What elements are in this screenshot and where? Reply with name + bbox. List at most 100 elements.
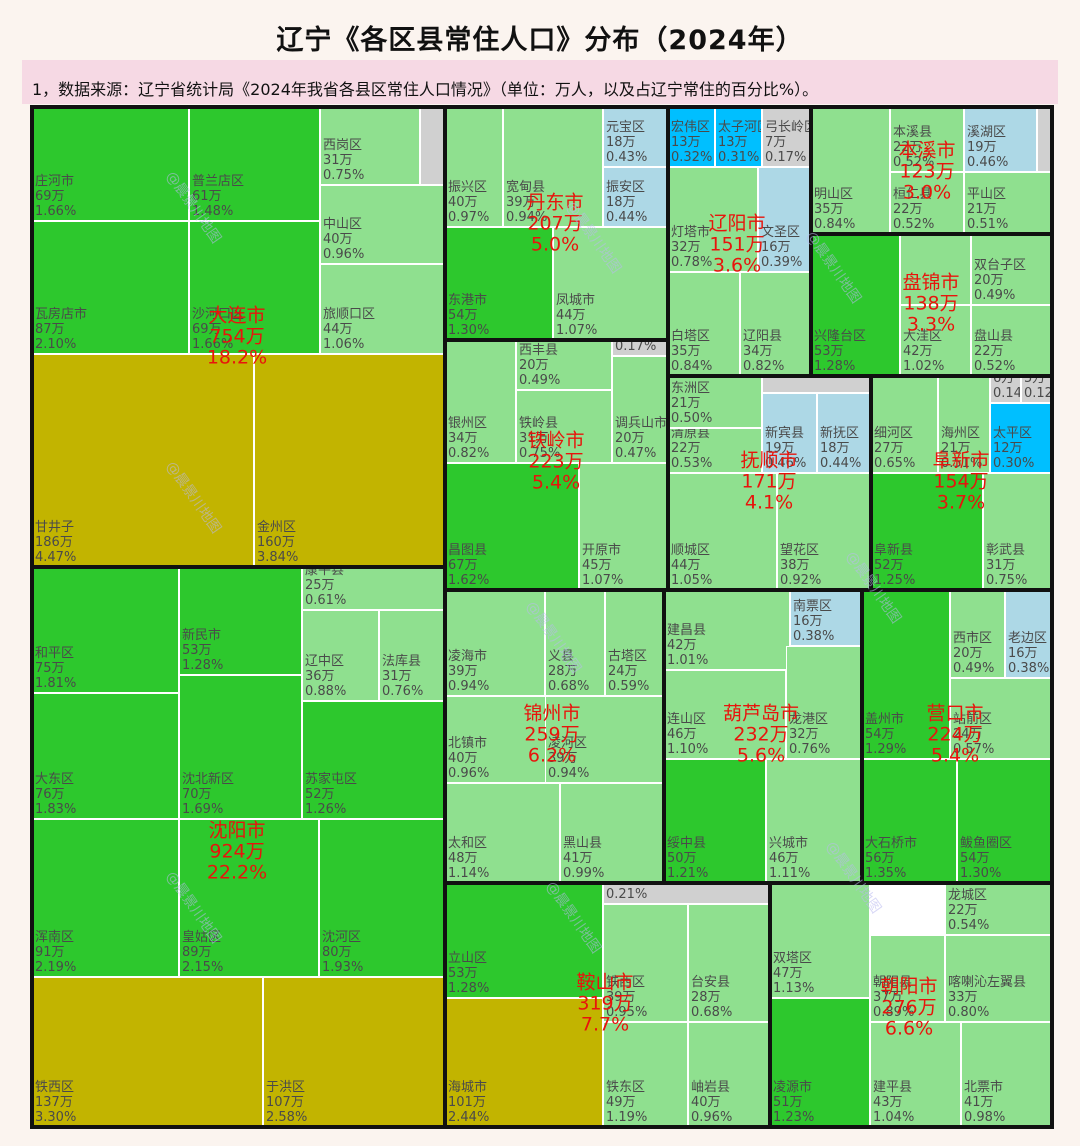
district-label: 苏家屯区 52万 1.26%: [305, 772, 358, 817]
district-label: 龙城区 22万 0.54%: [948, 888, 990, 933]
district-label: 铁西区 39万 0.95%: [606, 975, 648, 1020]
district-label: 清河门区 5万 0.12%: [1024, 376, 1051, 401]
district-label: 站前区 24万 0.57%: [953, 712, 995, 757]
district-cell: 太子河区 13万 0.31%: [715, 107, 762, 167]
district-label: 太平区 12万 0.30%: [993, 426, 1035, 471]
district-label: 细河区 27万 0.65%: [874, 426, 916, 471]
district-label: 文圣区 16万 0.39%: [761, 225, 803, 270]
district-cell: 调兵山市 20万 0.47%: [612, 356, 668, 463]
district-label: 双塔区 47万 1.13%: [773, 951, 815, 996]
district-label: 千山区 9万 0.21%: [606, 884, 648, 902]
district-label: 西岗区 31万 0.75%: [323, 138, 365, 183]
district-label: 西丰县 20万 0.49%: [519, 343, 561, 388]
district-cell: 铁东区 49万 1.19%: [603, 1022, 688, 1127]
district-cell: 绥中县 50万 1.21%: [664, 759, 766, 883]
district-label: 大东区 76万 1.83%: [35, 772, 77, 817]
district-label: 大洼区 42万 1.02%: [903, 329, 945, 374]
district-cell: 古塔区 24万 0.59%: [605, 590, 664, 696]
district-label: 白塔区 35万 0.84%: [671, 329, 713, 374]
district-cell: 新宾县 19万 0.46%: [762, 393, 817, 473]
treemap-chart: 铁西区 137万 3.30% 于洪区 107万 2.58% 浑南区 91万 2.19…: [30, 105, 1054, 1129]
district-cell: 台安县 28万 0.68%: [688, 904, 770, 1022]
district-label: 凌海市 39万 0.94%: [448, 649, 490, 694]
district-label: 凤城市 44万 1.07%: [556, 293, 598, 338]
district-cell: 铁西区 137万 3.30%: [32, 977, 263, 1127]
district-cell: 中山区 40万 0.96%: [320, 185, 445, 264]
district-cell: 本溪县 22万 0.52%: [890, 107, 964, 172]
district-label: 浑南区 91万 2.19%: [35, 930, 77, 975]
district-label: 溪湖区 19万 0.46%: [967, 125, 1009, 170]
district-label: 鲅鱼圈区 54万 1.30%: [960, 836, 1013, 881]
district-cell: 太平区 12万 0.30%: [990, 403, 1052, 473]
district-label: 龙港区 32万 0.76%: [789, 712, 831, 757]
district-label: 平山区 21万 0.51%: [967, 187, 1009, 232]
district-cell: 兴隆台区 53万 1.28%: [811, 234, 900, 376]
district-label: 铁岭县 31万 0.75%: [519, 416, 561, 461]
district-cell: 文圣区 16万 0.39%: [758, 167, 811, 272]
source-note: 1，数据来源：辽宁省统计局《2024年我省各县区常住人口情况》（单位：万人，以及…: [32, 80, 819, 99]
district-cell: 振兴区 40万 0.97%: [445, 107, 503, 227]
district-cell: 新抚区 18万 0.44%: [817, 393, 871, 473]
district-label: 新邱区 6万 0.14%: [993, 376, 1020, 401]
district-cell: 辽阳县 34万 0.82%: [740, 272, 811, 376]
district-label: 东港市 54万 1.30%: [448, 293, 490, 338]
district-label: 银州区 34万 0.82%: [448, 416, 490, 461]
district-label: 海州区 21万 0.51%: [941, 426, 983, 471]
district-cell: 龙港区 32万 0.76%: [786, 646, 862, 759]
district-label: 连山区 46万 1.10%: [667, 712, 709, 757]
district-label: 振安区 18万 0.44%: [606, 180, 648, 225]
district-label: 调兵山市 20万 0.47%: [615, 416, 668, 461]
district-cell: 细河区 27万 0.65%: [871, 376, 938, 473]
district-label: 旅顺口区 44万 1.06%: [323, 307, 376, 352]
district-cell: 铁西区 39万 0.95%: [603, 904, 688, 1022]
district-cell: 辽中区 36万 0.88%: [302, 610, 379, 701]
district-label: 元宝区 18万 0.43%: [606, 120, 648, 165]
district-label: 立山区 53万 1.28%: [448, 951, 490, 996]
district-cell: 大洼区 42万 1.02%: [900, 305, 971, 376]
district-label: 宏伟区 13万 0.32%: [671, 120, 713, 165]
district-cell: 盖州市 54万 1.29%: [862, 590, 950, 759]
district-cell: 元宝区 18万 0.43%: [603, 107, 668, 167]
district-cell: 庄河市 69万 1.66%: [32, 107, 189, 221]
district-cell: 海城市 101万 2.44%: [445, 998, 603, 1127]
district-cell: 皇姑区 89万 2.15%: [179, 819, 319, 977]
district-label: 朝阳县 37万 0.89%: [873, 975, 915, 1020]
district-label: 北镇市 40万 0.96%: [448, 736, 490, 781]
district-label: 铁东区 49万 1.19%: [606, 1080, 648, 1125]
district-cell: 宽甸县 39万 0.94%: [503, 107, 603, 227]
district-cell: 西丰县 20万 0.49%: [516, 340, 612, 390]
district-cell: 朝阳县 37万 0.89%: [870, 935, 945, 1022]
district-cell: 立山区 53万 1.28%: [445, 883, 603, 998]
district-label: 清原县 22万 0.53%: [671, 428, 713, 471]
district-label: 新民市 53万 1.28%: [182, 628, 224, 673]
district-label: 瓦房店市 87万 2.10%: [35, 307, 88, 352]
district-cell: 龙城区 22万 0.54%: [945, 883, 1052, 935]
district-label: 岫岩县 40万 0.96%: [691, 1080, 733, 1125]
district-cell: 旅顺口区 44万 1.06%: [320, 264, 445, 354]
district-label: 振兴区 40万 0.97%: [448, 180, 490, 225]
district-label: 海城市 101万 2.44%: [448, 1080, 490, 1125]
district-label: 太和区 48万 1.14%: [448, 836, 490, 881]
district-cell: 海州区 21万 0.51%: [938, 376, 990, 473]
district-cell: 顺城区 44万 1.05%: [668, 473, 777, 590]
district-cell: 北镇市 40万 0.96%: [445, 696, 560, 783]
district-cell: 新邱区 6万 0.14%: [990, 376, 1021, 403]
district-label: 庄河市 69万 1.66%: [35, 174, 77, 219]
district-cell: 盘山县 22万 0.52%: [971, 305, 1052, 376]
district-label: 新抚区 18万 0.44%: [820, 426, 862, 471]
district-label: 于洪区 107万 2.58%: [266, 1080, 308, 1125]
district-label: 古塔区 24万 0.59%: [608, 649, 650, 694]
district-cell: 清河区 7万 0.17%: [612, 340, 668, 356]
district-cell: 连山区 46万 1.10%: [664, 670, 786, 759]
district-cell: 大石桥市 56万 1.35%: [862, 759, 957, 883]
district-label: 法库县 31万 0.76%: [382, 654, 424, 699]
district-label: 普兰店区 61万 1.48%: [192, 174, 245, 219]
district-cell: 开原市 45万 1.07%: [579, 463, 668, 590]
district-label: 喀喇沁左翼县 33万 0.80%: [948, 975, 1027, 1020]
district-label: 金州区 160万 3.84%: [257, 520, 299, 565]
district-cell: 凌河区 39万 0.94%: [545, 696, 664, 783]
district-cell: 东港市 54万 1.30%: [445, 227, 553, 340]
district-cell: 普兰店区 61万 1.48%: [189, 107, 320, 221]
district-label: 辽阳县 34万 0.82%: [743, 329, 785, 374]
district-label: 义县 28万 0.68%: [548, 649, 590, 694]
